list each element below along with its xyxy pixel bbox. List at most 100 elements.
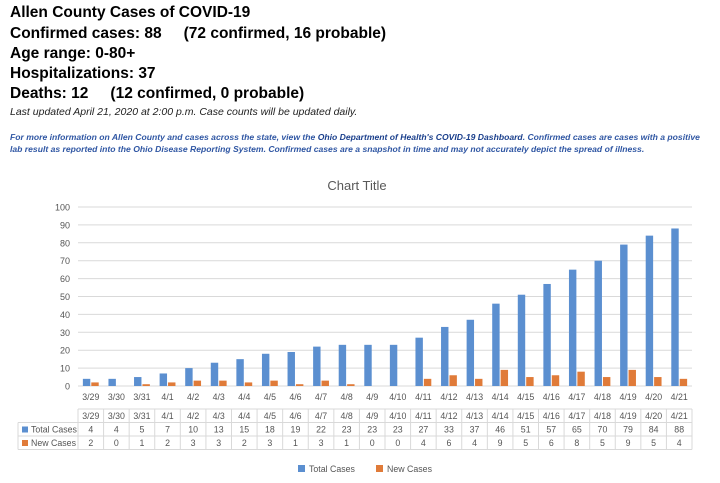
table-value-cell: 1 [140,438,145,448]
new-cases-bar [628,369,636,386]
total-cases-bar [594,260,602,386]
table-value-cell: 4 [114,425,119,435]
age-range: Age range: 0-80+ [10,45,136,62]
total-cases-bar [645,235,654,386]
x-tick-label: 3/30 [108,392,125,402]
table-header-cell: 4/17 [568,411,585,421]
hospitalizations: Hospitalizations: 37 [10,65,156,82]
y-tick-label: 10 [60,364,70,374]
new-cases-bar [270,380,278,386]
x-tick-label: 4/7 [315,392,327,402]
table-header-cell: 4/13 [466,411,483,421]
table-value-cell: 3 [319,438,324,448]
y-tick-label: 20 [60,346,70,356]
new-cases-bar [526,377,534,386]
table-value-cell: 88 [674,425,684,435]
new-cases-bar [142,384,150,386]
table-value-cell: 0 [114,438,119,448]
table-header-cell: 3/30 [108,411,125,421]
table-value-cell: 0 [370,438,375,448]
total-cases-bar [338,344,347,386]
table-header-cell: 4/21 [671,411,688,421]
y-tick-label: 60 [60,274,70,284]
confirmed-cases-line: Confirmed cases: 88 (72 confirmed, 16 pro… [10,24,386,44]
new-cases-bar [193,380,202,386]
y-tick-label: 80 [60,238,70,248]
table-value-cell: 5 [523,438,528,448]
table-header-cell: 4/9 [366,411,378,421]
x-tick-label: 4/4 [238,392,250,402]
table-value-cell: 1 [293,438,298,448]
y-tick-label: 90 [60,220,70,230]
page-title: Allen County Cases of COVID-19 [10,4,251,21]
table-value-cell: 22 [316,425,326,435]
info-text-before: For more information on Allen County and… [10,132,318,142]
x-tick-label: 4/9 [366,392,378,402]
table-header-cell: 3/31 [133,411,150,421]
table-value-cell: 46 [495,425,505,435]
new-cases-row-label: New Cases [31,438,77,448]
new-cases-key [22,440,28,446]
total-cases-row-label: Total Cases [31,425,78,435]
total-cases-bar [159,373,168,386]
table-header-cell: 4/19 [619,411,636,421]
table-value-cell: 13 [214,425,224,435]
table-value-cell: 65 [572,425,582,435]
info-text-after: . Confirmed cases are cases with a posit… [10,132,700,154]
table-value-cell: 2 [88,438,93,448]
table-value-cell: 51 [521,425,531,435]
table-value-cell: 2 [242,438,247,448]
table-value-cell: 3 [267,438,272,448]
new-cases-bar [244,382,253,386]
table-value-cell: 4 [421,438,426,448]
x-tick-label: 4/21 [671,392,688,402]
new-cases-bar [168,382,176,386]
total-cases-bar [210,362,219,386]
total-cases-bar [236,359,244,386]
total-cases-bar [441,326,449,386]
table-value-cell: 7 [165,425,170,435]
total-cases-bar [287,351,295,386]
x-tick-label: 4/19 [619,392,636,402]
table-header-cell: 4/12 [440,411,457,421]
table-header-cell: 4/16 [543,411,560,421]
total-cases-bar [389,344,398,386]
confirmed-cases-detail: (72 confirmed, 16 probable) [183,25,387,42]
table-value-cell: 3 [216,438,221,448]
x-tick-label: 4/16 [543,392,560,402]
table-value-cell: 79 [623,425,633,435]
x-tick-label: 4/6 [289,392,301,402]
table-header-cell: 3/29 [82,411,99,421]
total-cases-bar [415,337,423,386]
x-tick-label: 4/13 [466,392,483,402]
odh-dashboard-link[interactable]: Ohio Department of Health's COVID-19 Das… [317,132,523,142]
total-cases-bar [185,368,193,386]
new-cases-bar [654,377,662,386]
table-value-cell: 2 [165,438,170,448]
x-tick-label: 4/2 [187,392,199,402]
table-value-cell: 1 [344,438,349,448]
total-cases-bar [108,378,116,386]
table-value-cell: 4 [88,425,93,435]
y-tick-label: 40 [60,310,70,320]
new-cases-bar [500,369,509,386]
new-cases-bar [321,380,329,386]
x-tick-label: 4/1 [161,392,173,402]
table-value-cell: 23 [393,425,403,435]
new-cases-bar [423,378,432,386]
total-cases-key [22,426,28,433]
total-cases-bar [671,228,679,386]
table-header-cell: 4/20 [645,411,662,421]
table-header-cell: 4/14 [492,411,509,421]
new-cases-bar [91,382,99,386]
table-value-cell: 70 [598,425,608,435]
table-value-cell: 5 [651,438,656,448]
last-updated-note: Last updated April 21, 2020 at 2:00 p.m.… [10,106,358,118]
y-tick-label: 50 [60,292,70,302]
x-tick-label: 4/20 [645,392,662,402]
x-tick-label: 4/15 [517,392,534,402]
table-header-cell: 4/10 [389,411,406,421]
table-value-cell: 19 [291,425,301,435]
total-cases-bar [261,353,270,386]
table-value-cell: 10 [188,425,198,435]
